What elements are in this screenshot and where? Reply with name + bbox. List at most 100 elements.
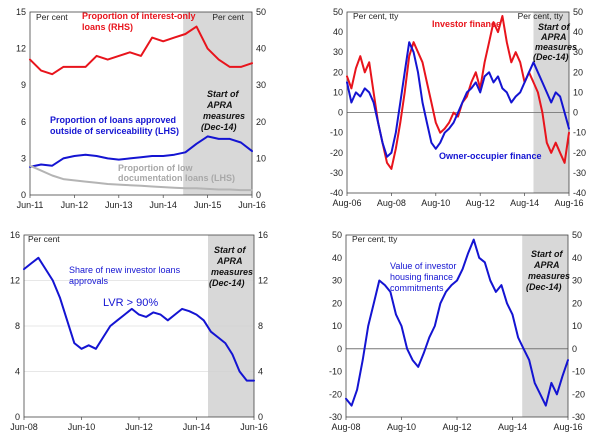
series-label-lvr: LVR > 90% xyxy=(103,297,158,309)
x-axis-tick-label: Aug-08 xyxy=(377,198,406,208)
x-axis-tick-label: Jun-15 xyxy=(194,200,222,210)
left-axis-tick-label: -10 xyxy=(330,128,343,138)
left-axis-tick-label: -30 xyxy=(330,168,343,178)
left-axis-tick-label: 4 xyxy=(15,367,20,377)
x-axis-tick-label: Aug-10 xyxy=(387,422,416,432)
panel-4: -30 -20 -10 0 10 20 30 40 50 -30 -20 -10 0 10 20 30 40 5… xyxy=(329,230,585,432)
right-axis-tick-label: 10 xyxy=(572,321,582,331)
apra-shade-p4 xyxy=(522,235,568,417)
left-axis-ticks-p1: 0 3 6 9 12 15 xyxy=(16,7,26,200)
left-axis-tick-label: 12 xyxy=(16,44,26,54)
right-axis-tick-label: 50 xyxy=(256,7,266,17)
x-axis-tick-label: Aug-14 xyxy=(510,198,539,208)
x-axis-ticks-p3: Jun-08 Jun-10 Jun-12 Jun-14 Jun-16 xyxy=(10,417,268,432)
left-axis-tick-label: -30 xyxy=(329,412,342,422)
right-axis-ticks-p4: -30 -20 -10 0 10 20 30 40 50 xyxy=(572,230,585,422)
plot-frame-p2 xyxy=(346,11,570,194)
left-axis-ticks-p4: -30 -20 -10 0 10 20 30 40 50 xyxy=(329,230,342,422)
left-axis-tick-label: -20 xyxy=(330,148,343,158)
gridlines-p3 xyxy=(24,280,254,372)
x-axis-tick-label: Aug-06 xyxy=(332,198,361,208)
apra-label-p4-line4: (Dec-14) xyxy=(526,282,562,292)
right-axis-tick-label: -10 xyxy=(573,128,586,138)
right-axis-ticks-p1: 0 10 20 30 40 50 xyxy=(256,7,266,200)
apra-label-p1-line1: Start of xyxy=(207,89,240,99)
left-axis-tick-label: 20 xyxy=(333,67,343,77)
legend-lowdoc-line2: documentation loans (LHS) xyxy=(118,173,235,183)
right-axis-tick-label: 30 xyxy=(573,47,583,57)
x-axis-tick-label: Jun-16 xyxy=(238,200,266,210)
right-axis-tick-label: 20 xyxy=(256,117,266,127)
legend-lowdoc-line1: Proportion of low xyxy=(118,163,193,173)
x-axis-tick-label: Jun-10 xyxy=(68,422,96,432)
left-axis-tick-label: 50 xyxy=(332,230,342,240)
x-axis-tick-label: Jun-11 xyxy=(17,200,44,210)
left-axis-tick-label: -10 xyxy=(329,367,342,377)
apra-label-p3-line1: Start of xyxy=(214,245,247,255)
left-axis-unit-p2: Per cent, tty xyxy=(353,11,399,21)
left-axis-tick-label: -40 xyxy=(330,188,343,198)
right-axis-tick-label: 0 xyxy=(572,344,577,354)
x-axis-tick-label: Aug-08 xyxy=(331,422,360,432)
left-axis-tick-label: 0 xyxy=(338,108,343,118)
panel-3: 0 4 8 12 16 0 4 8 12 16 Jun-08 Jun-10 Jun-12 Jun-14… xyxy=(10,230,268,432)
left-axis-ticks-p3: 0 4 8 12 16 xyxy=(10,230,20,422)
chart-label-p4-line1: Value of investor xyxy=(390,261,456,271)
right-axis-unit-p2: Per cent, tty xyxy=(518,11,564,21)
right-axis-tick-label: -40 xyxy=(573,188,586,198)
left-axis-tick-label: 10 xyxy=(333,87,343,97)
right-axis-tick-label: -10 xyxy=(572,367,585,377)
right-axis-tick-label: 40 xyxy=(573,27,583,37)
series-line-red xyxy=(29,25,253,76)
right-axis-tick-label: 10 xyxy=(573,87,583,97)
x-axis-tick-label: Aug-12 xyxy=(442,422,471,432)
apra-label-p4-line1: Start of xyxy=(531,249,564,259)
right-axis-tick-label: 0 xyxy=(258,412,263,422)
chart-label-p4-line3: commitments xyxy=(390,283,444,293)
right-axis-tick-label: 16 xyxy=(258,230,268,240)
apra-label-p1-line3: measures xyxy=(203,111,245,121)
x-axis-tick-label: Jun-16 xyxy=(240,422,268,432)
panel-2: -40 -30 -20 -10 0 10 20 30 40 50 -40 -30 -20 -10 0 10 2… xyxy=(330,7,586,208)
series-line-blue xyxy=(29,135,253,168)
legend-interest-only-line2: loans (RHS) xyxy=(82,22,133,32)
right-axis-tick-label: 30 xyxy=(572,276,582,286)
x-axis-tick-label: Aug-16 xyxy=(554,198,583,208)
left-axis-tick-label: 6 xyxy=(21,117,26,127)
apra-label-p2-line4: (Dec-14) xyxy=(533,52,569,62)
x-axis-tick-label: Aug-10 xyxy=(421,198,450,208)
legend-investor-finance: Investor finance xyxy=(432,19,501,29)
apra-label-p4-line2: APRA xyxy=(533,260,560,270)
left-axis-tick-label: 40 xyxy=(332,253,342,263)
x-axis-ticks-p4: Aug-08 Aug-10 Aug-12 Aug-14 Aug-16 xyxy=(331,417,583,432)
apra-label-p3-line4: (Dec-14) xyxy=(209,278,245,288)
right-axis-tick-label: 0 xyxy=(256,190,261,200)
right-axis-tick-label: 50 xyxy=(572,230,582,240)
apra-label-p2-line2: APRA xyxy=(540,32,567,42)
x-axis-tick-label: Aug-16 xyxy=(553,422,582,432)
left-axis-unit-p3: Per cent xyxy=(28,234,60,244)
right-axis-tick-label: -20 xyxy=(572,389,585,399)
legend-owner-occupier: Owner-occupier finance xyxy=(439,151,542,161)
right-axis-tick-label: 0 xyxy=(573,108,578,118)
plot-frame-p1 xyxy=(29,11,253,196)
apra-shade-p1 xyxy=(183,12,252,195)
chart-label-p3-line2: approvals xyxy=(69,276,109,286)
left-axis-tick-label: 20 xyxy=(332,298,342,308)
left-axis-tick-label: 0 xyxy=(337,344,342,354)
right-axis-ticks-p3: 0 4 8 12 16 xyxy=(258,230,268,422)
right-axis-tick-label: -20 xyxy=(573,148,586,158)
left-axis-tick-label: 3 xyxy=(21,153,26,163)
apra-label-p3-line3: measures xyxy=(211,267,253,277)
left-axis-tick-label: 8 xyxy=(15,321,20,331)
right-axis-tick-label: 50 xyxy=(573,7,583,17)
x-axis-tick-label: Jun-12 xyxy=(125,422,153,432)
x-axis-tick-label: Jun-14 xyxy=(149,200,177,210)
left-axis-tick-label: 15 xyxy=(16,7,26,17)
chart-label-p3-line1: Share of new investor loans xyxy=(69,265,181,275)
series-lines-p2 xyxy=(346,15,570,170)
left-axis-tick-label: 0 xyxy=(21,190,26,200)
x-axis-ticks-p1: Jun-11 Jun-12 Jun-13 Jun-14 Jun-15 Jun-16 xyxy=(17,195,266,210)
left-axis-tick-label: 12 xyxy=(10,276,20,286)
